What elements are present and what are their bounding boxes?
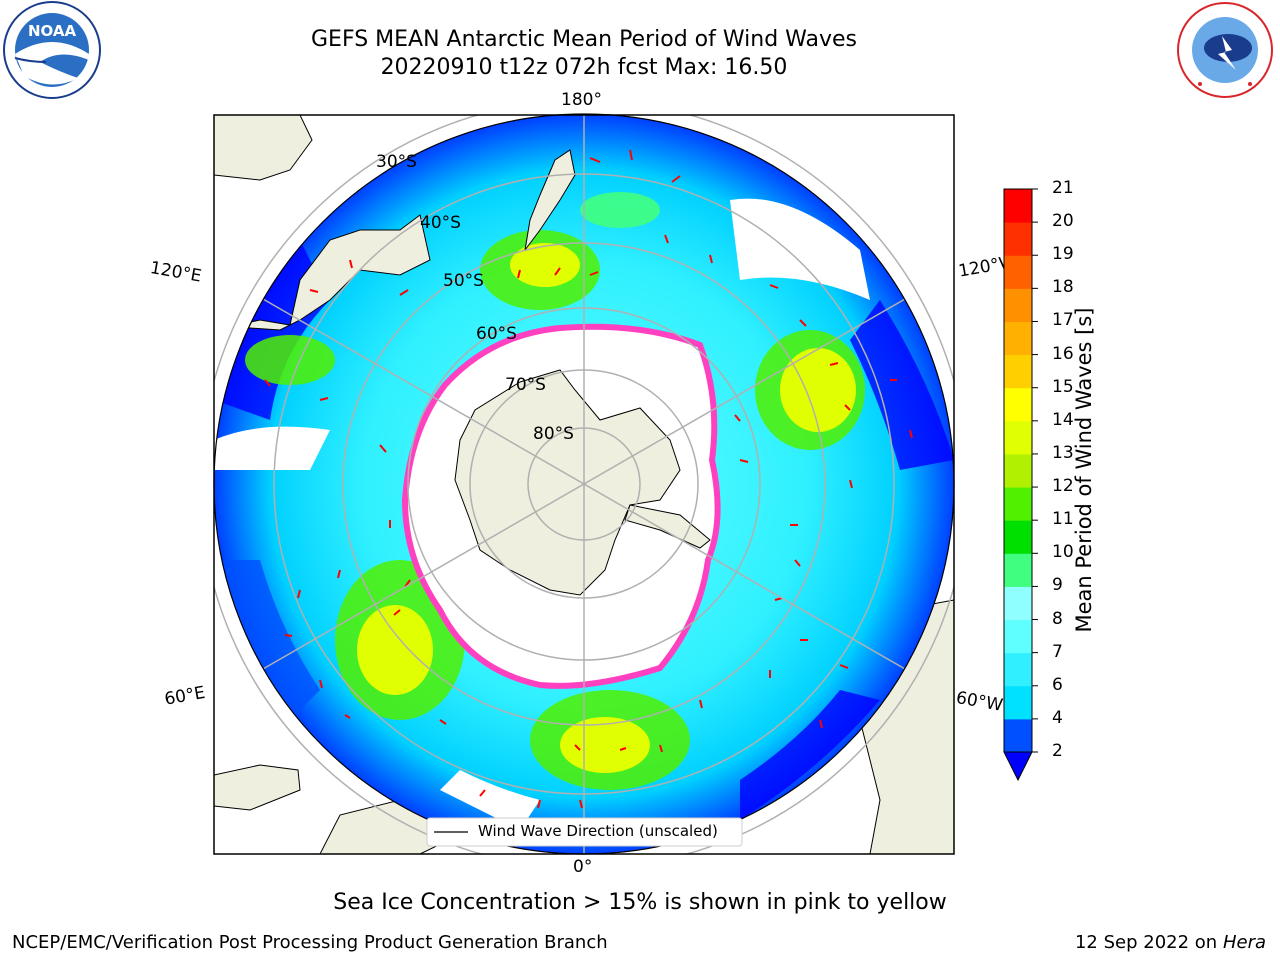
colorbar-tick-label: 2 [1052,741,1063,761]
colorbar-segment [1004,354,1032,389]
colorbar-tick-label: 19 [1052,244,1074,265]
credit-text: NCEP/EMC/Verification Post Processing Pr… [12,932,608,953]
colorbar-tick-label: 7 [1052,641,1063,662]
colorbar-segment [1004,652,1032,687]
nws-logo [1177,2,1273,98]
colorbar-segment [1004,420,1032,455]
colorbar-segment [1004,718,1032,753]
colorbar-segment [1004,321,1032,356]
colorbar-tick-label: 4 [1052,707,1063,728]
colorbar-label: Mean Period of Wind Waves [s] [1072,307,1096,633]
map-legend [426,817,743,847]
wind-wave-arrows [264,149,913,809]
colorbar [1003,188,1038,782]
colorbar-tick-label: 10 [1052,542,1074,563]
host-name: Hera [1222,932,1266,953]
colorbar-tick-label: 15 [1052,376,1074,397]
date-text: 12 Sep 2022 on [1074,932,1218,953]
colorbar-tick-label: 21 [1052,178,1074,198]
chart-subtitle: 20220910 t12z 072h fcst Max: 16.50 [380,55,788,80]
colorbar-segment [1004,586,1032,621]
lon-label-0: 0° [573,857,593,877]
lat-label-30s: 30°S [376,152,417,172]
lat-label-50s: 50°S [443,271,484,291]
polar-map [213,113,955,855]
legend-label: Wind Wave Direction (unscaled) [478,822,718,840]
colorbar-tick-label: 16 [1052,343,1074,364]
colorbar-tick-label: 12 [1052,476,1074,497]
colorbar-segment [1004,685,1032,720]
land-antarctica [454,369,681,596]
colorbar-tick-label: 17 [1052,310,1074,331]
lat-label-80s: 80°S [533,424,574,444]
colorbar-tick-label: 14 [1052,409,1074,430]
colorbar-segment [1004,520,1032,554]
land-australia [214,214,431,331]
colorbar-tick-label: 8 [1052,608,1063,629]
colorbar-tick-label: 9 [1052,575,1063,596]
lat-label-70s: 70°S [505,375,546,395]
land-australia-corner [214,115,313,181]
colorbar-segment [1004,487,1032,521]
graticule [214,115,954,854]
colorbar-segment [1004,288,1032,322]
colorbar-segment [1004,189,1032,223]
colorbar-tick-label: 13 [1052,442,1074,463]
chart-title: GEFS MEAN Antarctic Mean Period of Wind … [311,27,857,52]
lat-label-40s: 40°S [420,213,461,233]
colorbar-tick-label: 20 [1052,211,1074,232]
land-madagascar [214,764,301,811]
land-antarctic-peninsula [624,504,711,549]
colorbar-tick-label: 11 [1052,509,1074,530]
sea-ice-caption: Sea Ice Concentration > 15% is shown in … [333,890,947,915]
date-stamp: 12 Sep 2022 on Hera [1075,932,1266,953]
lat-label-60s: 60°S [476,324,517,344]
colorbar-tick-label: 18 [1052,277,1074,298]
lon-label-180: 180° [561,90,602,110]
colorbar-segment [1004,222,1032,256]
noaa-logo: NOAA [3,1,101,99]
colorbar-tick-label: 6 [1052,674,1063,695]
noaa-logo-text: NOAA [28,22,77,40]
colorbar-segment [1004,619,1032,654]
colorbar-segment [1004,387,1032,422]
colorbar-segment [1004,255,1032,289]
colorbar-segment [1004,553,1032,587]
colorbar-extend-arrow [1003,751,1033,782]
colorbar-segment [1004,453,1032,488]
